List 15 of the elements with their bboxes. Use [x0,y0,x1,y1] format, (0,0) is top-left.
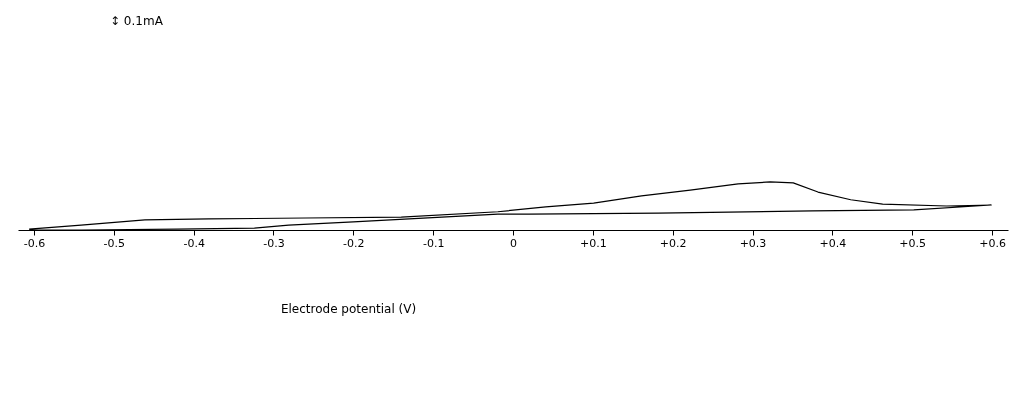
x-tick-label: +0.1 [579,236,607,250]
x-tick-label: -0.4 [183,236,205,250]
x-tick-label: -0.1 [422,236,445,250]
x-axis-title: Electrode potential (V) [280,301,417,316]
x-tick-label: 0 [510,236,517,250]
x-tick-label: +0.4 [819,236,847,250]
x-tick-label: +0.2 [659,236,687,250]
text: ↕ 0.1mA [110,14,164,28]
x-tick-label: +0.3 [739,236,767,250]
x-tick-label: +0.5 [899,236,927,250]
x-tick-label: -0.3 [263,236,285,250]
x-tick-label: +0.6 [979,236,1006,250]
x-tick-label: -0.6 [23,236,46,250]
x-tick-label: -0.2 [343,236,365,250]
x-tick-label: -0.5 [103,236,126,250]
